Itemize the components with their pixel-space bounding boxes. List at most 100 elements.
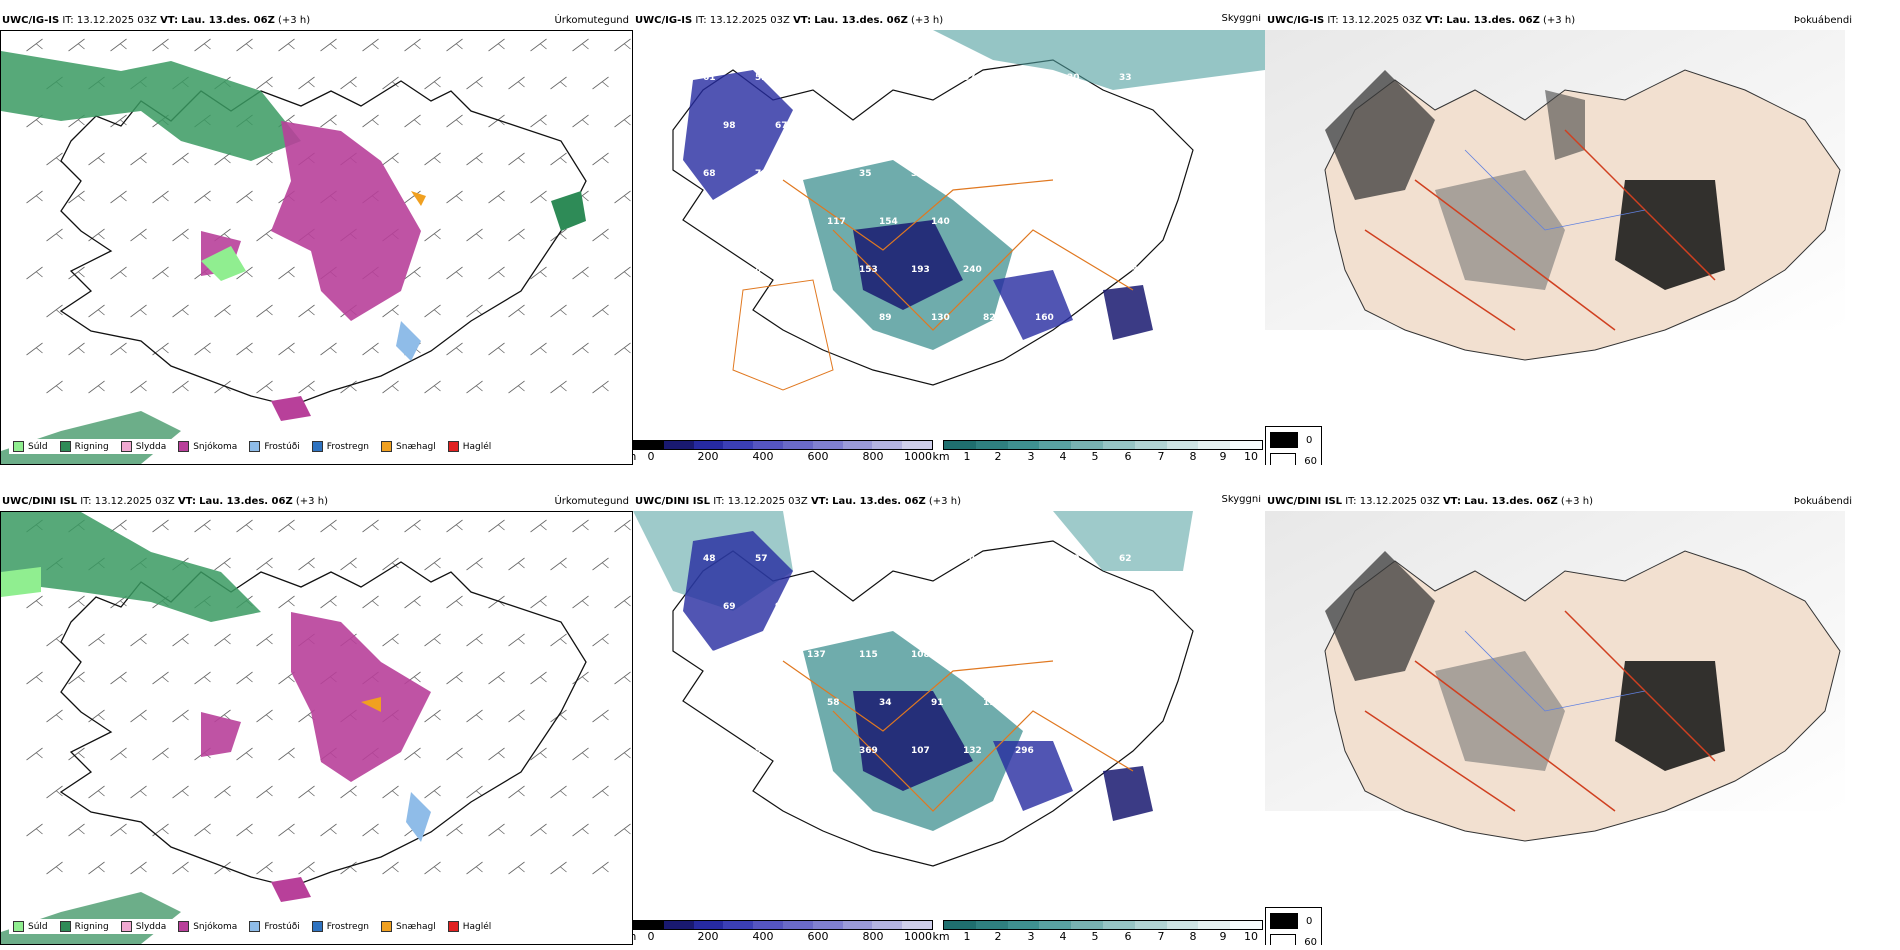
ceiling-value-label: 81 bbox=[1015, 554, 1028, 564]
row1-fog-header: UWC/IG-IS IT: 13.12.2025 03Z VT: Lau. 13… bbox=[1267, 15, 1852, 26]
ceiling-value-label: 137 bbox=[807, 650, 826, 660]
wind-barb bbox=[572, 823, 589, 837]
wind-barb bbox=[572, 114, 589, 128]
wind-barb bbox=[614, 747, 631, 761]
wind-barb bbox=[446, 823, 463, 837]
wind-barb bbox=[110, 747, 127, 761]
ceiling-value-label: 11 bbox=[983, 698, 996, 708]
wind-barb bbox=[530, 823, 547, 837]
wind-barb bbox=[424, 633, 441, 647]
ceiling-value-label: 58 bbox=[827, 698, 840, 708]
panel-title: Skyggni bbox=[1221, 495, 1261, 505]
wind-barb bbox=[278, 595, 295, 609]
visibility-colorbar-scale bbox=[943, 440, 1263, 450]
wind-barb bbox=[614, 38, 631, 52]
legend-item-sulds: Súld bbox=[13, 441, 48, 452]
wind-barb bbox=[320, 342, 337, 356]
ceiling-value-label: 24 bbox=[911, 73, 924, 83]
wind-barb bbox=[298, 785, 315, 799]
wind-barb bbox=[466, 76, 483, 90]
wind-barb bbox=[530, 747, 547, 761]
ceiling-value-label: 132 bbox=[963, 746, 982, 756]
wind-barb bbox=[550, 76, 567, 90]
wind-barb bbox=[550, 633, 567, 647]
ceiling-value-label: 73 bbox=[807, 169, 820, 179]
wind-barb bbox=[130, 785, 147, 799]
wind-barb bbox=[46, 709, 63, 723]
ceiling-value-label: 98 bbox=[755, 746, 768, 756]
precip-legend: Súld Rigning Slydda Snjókoma Frostúði Fr… bbox=[9, 439, 496, 454]
wind-barb bbox=[424, 76, 441, 90]
fog-legend: 0 60 bbox=[1265, 426, 1322, 465]
ceiling-value-label: 57 bbox=[1035, 698, 1048, 708]
ceiling-value-label: 99 bbox=[703, 746, 716, 756]
precip-map-graphic bbox=[1, 512, 631, 944]
wind-barb bbox=[298, 76, 315, 90]
wind-barb bbox=[446, 595, 463, 609]
wind-barb bbox=[362, 114, 379, 128]
wind-barb bbox=[194, 823, 211, 837]
ceiling-colorbar: m 0 200 400 600 800 1000 bbox=[633, 920, 933, 943]
wind-barb bbox=[530, 342, 547, 356]
wind-barb bbox=[256, 304, 273, 318]
wind-barb bbox=[592, 709, 609, 723]
ceiling-value-label: 57 bbox=[963, 73, 976, 83]
wind-barb bbox=[614, 190, 631, 204]
ceiling-value-label: 193 bbox=[911, 265, 930, 275]
wind-barb bbox=[320, 595, 337, 609]
ceiling-value-label: 11 bbox=[827, 121, 840, 131]
panel-title: Úrkomutegund bbox=[554, 496, 629, 507]
legend-item-sulds: Súld bbox=[13, 921, 48, 932]
wind-barb bbox=[130, 304, 147, 318]
ceiling-value-label: 98 bbox=[723, 121, 736, 131]
wind-barb bbox=[298, 380, 315, 394]
ceiling-value-label: 296 bbox=[1015, 746, 1034, 756]
wind-barb bbox=[382, 152, 399, 166]
wind-barb bbox=[404, 38, 421, 52]
wind-barb bbox=[236, 671, 253, 685]
wind-barb bbox=[424, 861, 441, 875]
ceiling-value-label: 64 bbox=[1015, 73, 1028, 83]
wind-barb bbox=[68, 190, 85, 204]
wind-barb bbox=[26, 671, 43, 685]
wind-barb bbox=[508, 785, 525, 799]
ceiling-value-label: 84 bbox=[1087, 121, 1100, 131]
model-name: UWC/IG-IS bbox=[2, 15, 60, 26]
wind-barb bbox=[362, 519, 379, 533]
fog-map-graphic bbox=[1265, 511, 1845, 842]
wind-barb bbox=[236, 266, 253, 280]
wind-barb bbox=[320, 38, 337, 52]
ceiling-value-label: 140 bbox=[931, 217, 950, 227]
ceiling-value-label: 160 bbox=[1035, 313, 1054, 323]
ceiling-value-label: 48 bbox=[703, 554, 716, 564]
wind-barb bbox=[488, 38, 505, 52]
wind-barb bbox=[172, 709, 189, 723]
ceiling-value-label: 67 bbox=[775, 121, 788, 131]
wind-barb bbox=[382, 380, 399, 394]
wind-barb bbox=[340, 76, 357, 90]
wind-barb bbox=[68, 671, 85, 685]
wind-barb bbox=[508, 861, 525, 875]
wind-barb bbox=[466, 709, 483, 723]
wind-barb bbox=[382, 633, 399, 647]
wind-barb bbox=[530, 190, 547, 204]
row1-sky-panel: UWC/IG-IS IT: 13.12.2025 03Z VT: Lau. 13… bbox=[633, 14, 1265, 465]
wind-barb bbox=[256, 861, 273, 875]
wind-barb bbox=[194, 190, 211, 204]
wind-barb bbox=[46, 152, 63, 166]
wind-barb bbox=[404, 595, 421, 609]
wind-barb bbox=[172, 152, 189, 166]
ceiling-value-label: 61 bbox=[807, 554, 820, 564]
ceiling-value-label: 68 bbox=[1015, 650, 1028, 660]
ceiling-value-label: 412 bbox=[1067, 265, 1086, 275]
row1-precip-header: UWC/IG-IS IT: 13.12.2025 03Z VT: Lau. 13… bbox=[2, 15, 629, 26]
ceiling-labels: 61 52 72 54 24 57 64 20 33 98 67 11 23 59 58 81 84 82 68 79… bbox=[703, 73, 1152, 323]
wind-barb bbox=[110, 342, 127, 356]
ceiling-value-label: 369 bbox=[859, 746, 878, 756]
visibility-colorbar: km 1 2 3 4 5 6 7 8 9 10 bbox=[932, 440, 1263, 463]
ceiling-value-label: 59 bbox=[931, 121, 944, 131]
wind-barb bbox=[530, 266, 547, 280]
ceiling-value-label: 154 bbox=[879, 217, 898, 227]
ceiling-value-label: 115 bbox=[859, 650, 878, 660]
ceiling-value-label: 20 bbox=[1067, 73, 1080, 83]
